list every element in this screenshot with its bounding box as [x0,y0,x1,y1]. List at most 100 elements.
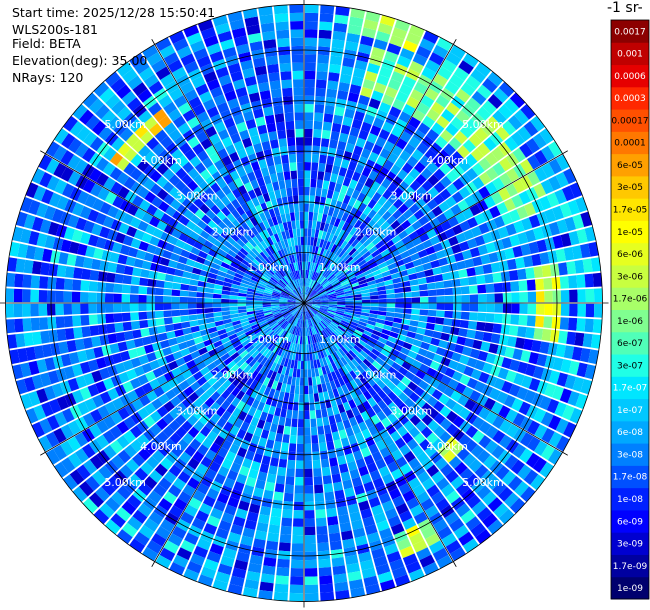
range-gate [525,137,540,154]
range-gate [109,440,124,454]
range-gate [273,288,282,293]
range-gate [357,403,366,414]
range-gate [387,442,399,454]
range-gate [172,115,186,129]
range-gate [23,214,36,230]
range-gate [342,344,351,353]
range-gate [317,542,330,552]
range-gate [103,177,116,191]
range-gate [259,251,268,260]
range-gate [256,419,266,430]
range-gate [311,297,320,301]
range-gate [422,357,433,367]
range-gate [284,230,290,239]
range-gate [304,360,308,370]
range-gate [216,101,230,114]
range-gate [420,167,433,180]
range-gate [279,62,292,72]
range-gate [92,394,105,408]
range-gate [270,88,282,99]
range-gate [83,131,98,147]
range-gate [425,59,441,73]
range-gate [426,432,439,445]
range-gate [395,303,404,308]
range-gate [308,289,315,297]
range-gate [286,468,295,477]
azimuth-spoke [303,39,457,304]
range-gate [162,168,175,181]
range-gate [292,290,299,297]
range-gate [273,233,281,243]
range-gate [276,121,286,131]
range-gate [406,267,417,275]
range-gate [91,336,102,348]
range-gate [371,90,384,102]
range-gate [326,88,338,99]
range-gate [327,516,339,526]
range-gate [221,458,233,470]
range-gate [214,225,224,235]
colorbar-frame [610,19,650,600]
range-gate [431,122,445,136]
range-gate [317,275,324,283]
range-gate [427,186,439,199]
range-gate [540,145,555,162]
range-gate [163,52,179,66]
range-gate [402,517,417,530]
range-gate [304,476,313,486]
range-gate [225,253,235,262]
range-gate [206,78,221,91]
range-gate [390,376,401,386]
range-gate [114,322,124,333]
range-gate [179,215,190,226]
range-gate [288,306,297,310]
range-gate [333,22,348,33]
range-gate [167,533,183,547]
range-gate [130,216,142,229]
range-gate [353,294,362,298]
range-gate [278,391,285,401]
range-gate [299,385,304,395]
range-gate [304,278,307,287]
range-ring-label: 3.00km [176,190,218,203]
range-gate [233,481,245,493]
range-gate [402,341,413,350]
range-gate [180,249,191,259]
range-gate [399,83,413,96]
range-gate [148,270,158,280]
range-gate [313,476,323,486]
range-gate [496,391,509,405]
range-gate [218,74,232,86]
range-gate [169,30,186,44]
range-gate [134,386,146,398]
range-gate [263,386,272,396]
range-gate [127,97,142,112]
range-gate [141,362,153,374]
range-gate [311,228,316,238]
range-gate [149,236,160,247]
range-gate [304,303,313,305]
range-gate [198,403,210,414]
range-gate [411,303,421,309]
range-gate [363,330,373,337]
range-gate [518,280,528,292]
range-gate [180,53,196,67]
range-gate [283,492,294,502]
range-gate [180,81,195,95]
range-gate [315,376,321,385]
range-gate [498,405,511,419]
range-gate [468,133,483,148]
range-gate [318,340,325,350]
range-gate [33,246,45,261]
range-gate [258,374,267,385]
range-gate [252,339,261,348]
range-gate [111,100,126,115]
colorbar-tick-label: 6e-07 [617,339,643,349]
azimuth-spoke [151,39,305,304]
range-gate [250,434,261,445]
range-gate [77,350,88,363]
range-gate [253,409,263,419]
range-gate [223,322,233,329]
range-gate [484,152,499,166]
range-gate [393,317,403,324]
